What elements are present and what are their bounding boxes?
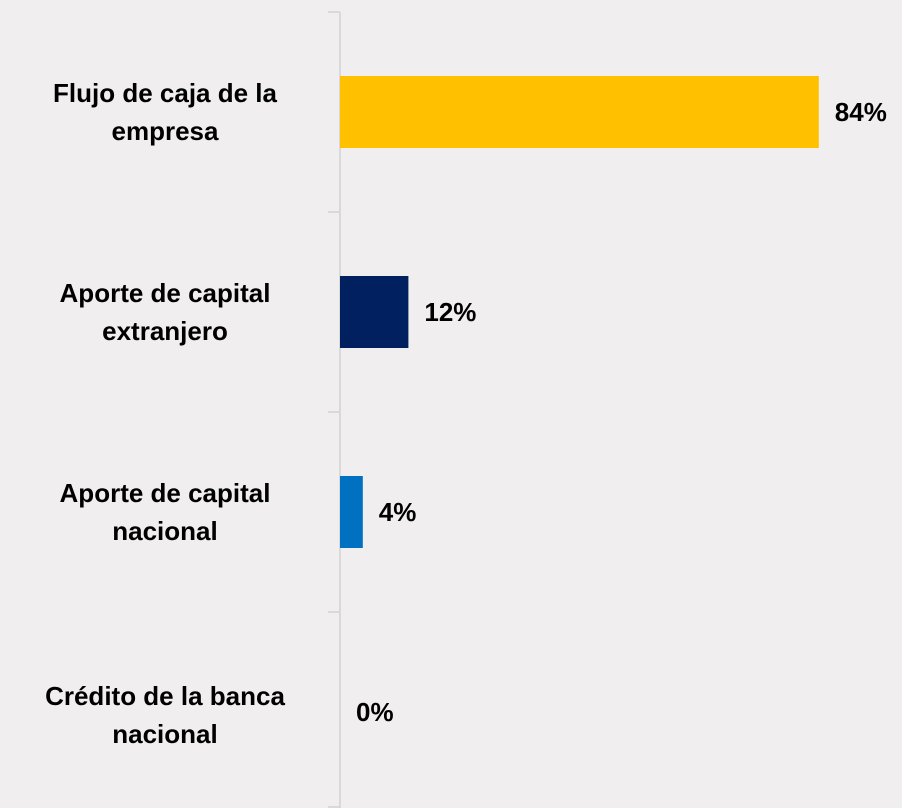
- value-label: 12%: [424, 297, 476, 327]
- category-label: Aporte de capital extranjero: [59, 278, 271, 346]
- bar: [340, 276, 409, 348]
- category-label: Aporte de capital nacional: [59, 478, 271, 546]
- bar: [340, 476, 363, 548]
- value-label: 4%: [379, 497, 417, 527]
- value-label: 84%: [835, 97, 887, 127]
- category-label: Flujo de caja de la empresa: [53, 78, 277, 146]
- value-label: 0%: [356, 697, 394, 727]
- category-label: Crédito de la banca nacional: [45, 681, 285, 749]
- bar: [340, 76, 819, 148]
